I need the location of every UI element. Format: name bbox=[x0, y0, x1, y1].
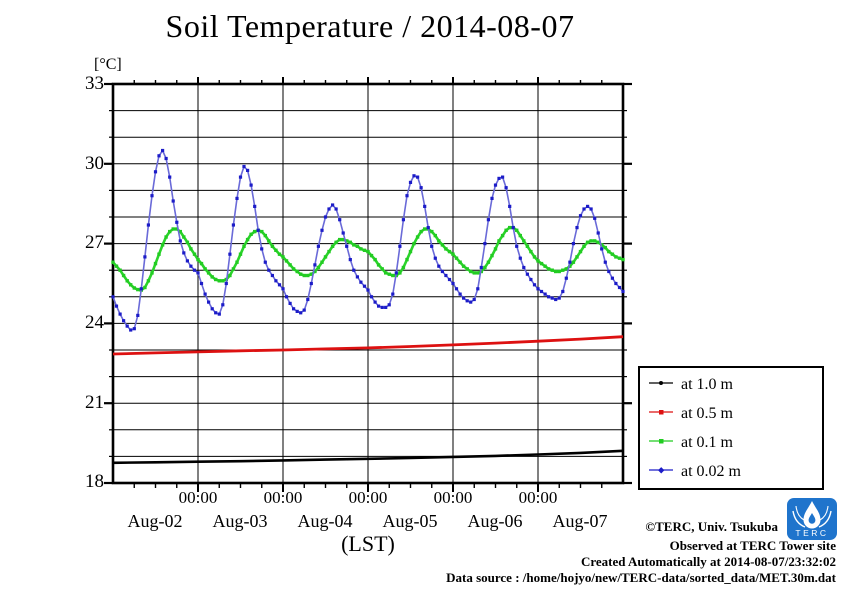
legend: at 1.0 m at 0.5 m at 0.1 m at 0.02 m bbox=[638, 366, 824, 490]
observed-site-text: Observed at TERC Tower site bbox=[669, 538, 836, 553]
x-axis-label: (LST) bbox=[341, 531, 395, 556]
y-tick-label: 30 bbox=[85, 153, 104, 174]
copyright-text: ©TERC, Univ. Tsukuba bbox=[645, 519, 778, 534]
y-axis-unit-label: [°C] bbox=[94, 56, 122, 73]
y-tick-label: 27 bbox=[85, 232, 104, 253]
day-label: Aug-03 bbox=[212, 511, 268, 531]
created-timestamp-text: Created Automatically at 2014-08-07/23:3… bbox=[580, 554, 836, 569]
day-label: Aug-04 bbox=[297, 511, 353, 531]
y-tick-label: 18 bbox=[85, 471, 104, 492]
legend-item-0-02m: at 0.02 m bbox=[640, 463, 822, 481]
day-label: Aug-05 bbox=[382, 511, 438, 531]
legend-marker-icon bbox=[648, 405, 674, 423]
x-tick-label: 00:00 bbox=[348, 488, 388, 507]
legend-item-0-1m: at 0.1 m bbox=[640, 434, 822, 452]
legend-item-label: at 1.0 m bbox=[681, 375, 733, 393]
legend-item-label: at 0.02 m bbox=[681, 462, 741, 480]
day-label: Aug-02 bbox=[127, 511, 183, 531]
x-tick-label: 00:00 bbox=[518, 488, 558, 507]
y-tick-label: 24 bbox=[85, 312, 104, 333]
legend-item-label: at 0.5 m bbox=[681, 404, 733, 422]
legend-marker-icon bbox=[648, 376, 674, 394]
legend-marker-icon bbox=[648, 463, 674, 481]
y-tick-label: 33 bbox=[85, 73, 104, 94]
x-tick-label: 00:00 bbox=[263, 488, 303, 507]
legend-item-0-5m: at 0.5 m bbox=[640, 405, 822, 423]
terc-logo: TERC bbox=[787, 498, 837, 540]
x-tick-label: 00:00 bbox=[433, 488, 473, 507]
page-title: Soil Temperature / 2014-08-07 bbox=[165, 8, 575, 44]
legend-item-1-0m: at 1.0 m bbox=[640, 376, 822, 394]
legend-marker-icon bbox=[648, 434, 674, 452]
legend-item-label: at 0.1 m bbox=[681, 433, 733, 451]
day-label: Aug-06 bbox=[467, 511, 523, 531]
data-source-text: Data source : /home/hojyo/new/TERC-data/… bbox=[446, 570, 836, 585]
terc-logo-text: TERC bbox=[795, 528, 828, 538]
x-tick-label: 00:00 bbox=[178, 488, 218, 507]
day-label: Aug-07 bbox=[552, 511, 608, 531]
y-tick-label: 21 bbox=[85, 392, 104, 413]
